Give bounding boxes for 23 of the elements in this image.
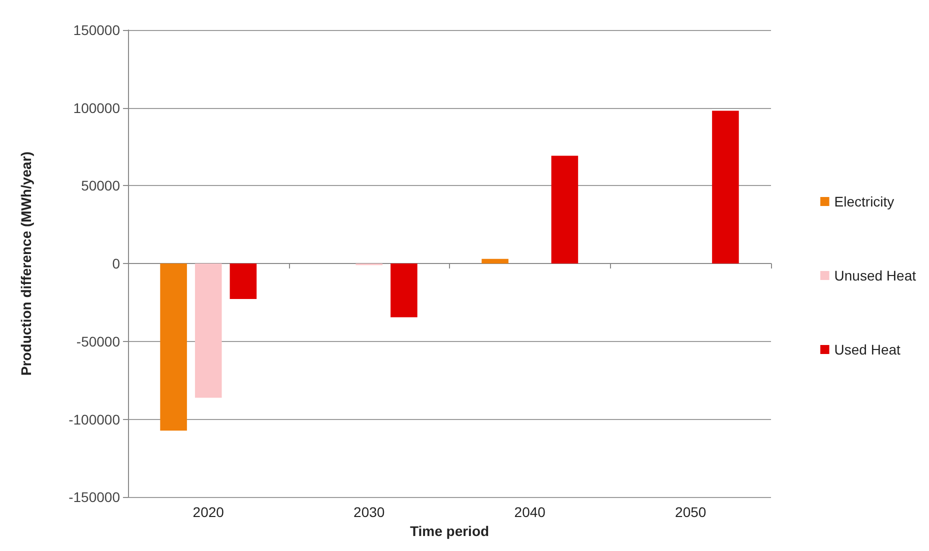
y-tick-label: -50000: [76, 333, 120, 350]
x-axis-title: Time period: [410, 523, 490, 539]
bar: [482, 258, 508, 264]
x-tick-label: 2030: [354, 504, 385, 520]
x-tick-label: 2050: [675, 504, 706, 520]
x-tick-label: 2040: [514, 504, 546, 520]
y-tick-label: -150000: [68, 489, 120, 506]
y-tick-label: 50000: [81, 178, 120, 194]
y-tick-label: 0: [112, 256, 120, 272]
y-tick-label: 100000: [73, 100, 120, 116]
y-tick-label: 150000: [73, 22, 120, 38]
y-axis-title: Production difference (MWh/year): [18, 152, 34, 376]
x-tick-label: 2020: [192, 504, 224, 520]
bar: [390, 264, 418, 318]
bar: [194, 264, 222, 398]
legend-label: Unused Heat: [834, 268, 916, 284]
y-tick-label: -100000: [68, 411, 120, 428]
legend-label: Used Heat: [834, 342, 901, 358]
bar: [160, 264, 187, 431]
legend-label: Electricity: [834, 194, 894, 210]
bar: [230, 264, 257, 300]
bar: [712, 110, 739, 264]
bar: [551, 156, 578, 264]
